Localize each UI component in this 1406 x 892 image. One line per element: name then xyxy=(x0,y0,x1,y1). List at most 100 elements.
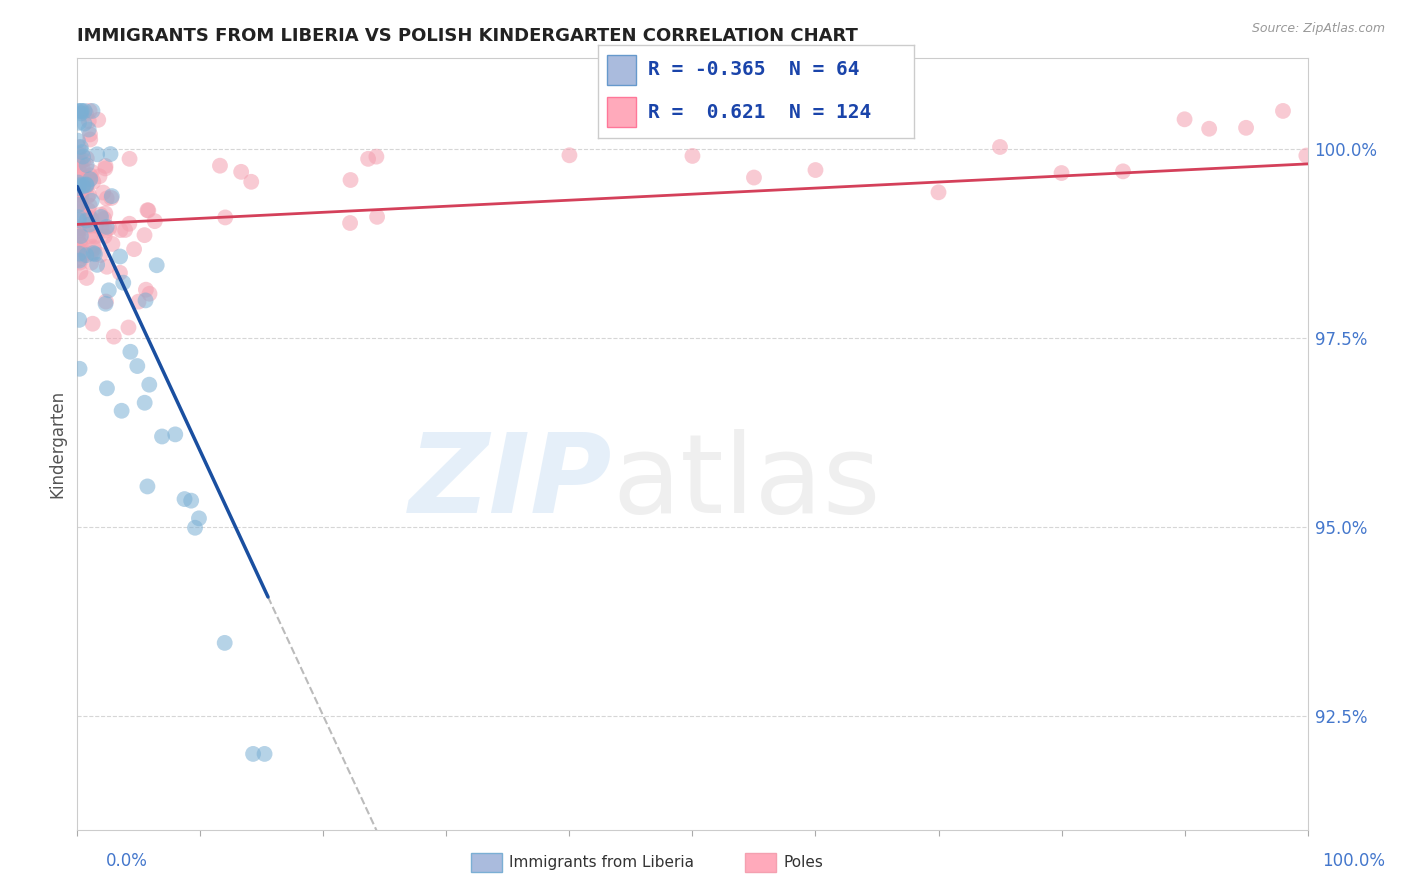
Point xyxy=(69,237,91,252)
Point xyxy=(67,181,90,195)
Point xyxy=(80,212,103,227)
Point xyxy=(1272,103,1295,118)
Point xyxy=(79,218,101,232)
Point xyxy=(94,159,117,173)
Point xyxy=(127,359,149,373)
Point xyxy=(79,169,101,183)
Point xyxy=(122,242,145,256)
Point xyxy=(357,152,380,166)
Point xyxy=(79,103,101,118)
Point xyxy=(66,103,89,118)
Text: IMMIGRANTS FROM LIBERIA VS POLISH KINDERGARTEN CORRELATION CHART: IMMIGRANTS FROM LIBERIA VS POLISH KINDER… xyxy=(77,28,858,45)
Point xyxy=(138,286,160,301)
Point xyxy=(128,294,150,309)
Point xyxy=(90,248,112,262)
Point xyxy=(339,216,361,230)
Point xyxy=(70,229,93,244)
Point xyxy=(66,176,89,190)
Point xyxy=(120,344,142,359)
Point xyxy=(101,236,124,251)
Point xyxy=(72,150,94,164)
Point xyxy=(1174,112,1197,127)
Point xyxy=(86,258,108,272)
Point xyxy=(145,258,167,272)
Point xyxy=(72,249,94,263)
Point xyxy=(208,159,231,173)
Point xyxy=(1112,164,1135,178)
Point xyxy=(77,203,100,218)
Point xyxy=(79,211,101,225)
Point xyxy=(96,191,118,205)
Point xyxy=(83,246,105,260)
Point xyxy=(66,192,89,206)
Point xyxy=(75,173,97,187)
Point xyxy=(138,377,160,392)
Point xyxy=(67,252,90,266)
Point xyxy=(112,276,135,290)
Point xyxy=(75,178,97,192)
Point xyxy=(77,114,100,128)
Point xyxy=(67,179,90,194)
Point xyxy=(67,213,90,227)
Y-axis label: Kindergarten: Kindergarten xyxy=(48,390,66,498)
Point xyxy=(66,146,89,161)
Point xyxy=(1234,120,1257,135)
Point xyxy=(94,206,117,220)
Point xyxy=(76,152,98,166)
Point xyxy=(84,219,107,233)
Point xyxy=(134,396,156,410)
Point xyxy=(242,747,264,761)
Point xyxy=(1198,121,1220,136)
Point xyxy=(988,140,1011,154)
Point xyxy=(75,179,97,194)
Point xyxy=(214,636,236,650)
Point xyxy=(67,159,90,173)
FancyBboxPatch shape xyxy=(607,55,636,85)
Point xyxy=(69,233,91,247)
Point xyxy=(79,132,101,146)
Point xyxy=(89,208,111,222)
Point xyxy=(134,228,156,243)
Point xyxy=(253,747,276,761)
Point xyxy=(72,179,94,194)
Point xyxy=(366,150,388,164)
Text: ZIP: ZIP xyxy=(409,429,613,536)
Point xyxy=(80,256,103,270)
Point xyxy=(69,154,91,169)
Text: Poles: Poles xyxy=(783,855,823,870)
Point xyxy=(82,175,104,189)
Point xyxy=(69,178,91,193)
Point xyxy=(94,224,117,238)
Point xyxy=(67,140,90,154)
Point xyxy=(69,166,91,180)
Point xyxy=(96,381,118,395)
Point xyxy=(136,203,159,218)
Point xyxy=(70,193,93,207)
Point xyxy=(173,492,195,507)
Point xyxy=(67,313,90,327)
Point xyxy=(76,170,98,185)
Point xyxy=(67,235,90,250)
Point xyxy=(1050,166,1073,180)
Point xyxy=(339,173,361,187)
Point xyxy=(184,521,207,535)
Point xyxy=(100,147,122,161)
Point xyxy=(804,163,827,178)
Point xyxy=(114,223,136,237)
Point xyxy=(108,250,131,264)
Point xyxy=(72,178,94,192)
Point xyxy=(96,219,118,234)
Point xyxy=(72,161,94,176)
Point xyxy=(79,219,101,233)
Point xyxy=(67,116,90,130)
Point xyxy=(66,134,89,148)
Point xyxy=(94,297,117,311)
Point xyxy=(73,103,96,118)
Point xyxy=(66,228,89,243)
Point xyxy=(98,221,121,235)
FancyBboxPatch shape xyxy=(607,97,636,127)
Point xyxy=(103,329,125,343)
Point xyxy=(76,178,98,193)
Point xyxy=(143,214,166,228)
Text: Immigrants from Liberia: Immigrants from Liberia xyxy=(509,855,695,870)
